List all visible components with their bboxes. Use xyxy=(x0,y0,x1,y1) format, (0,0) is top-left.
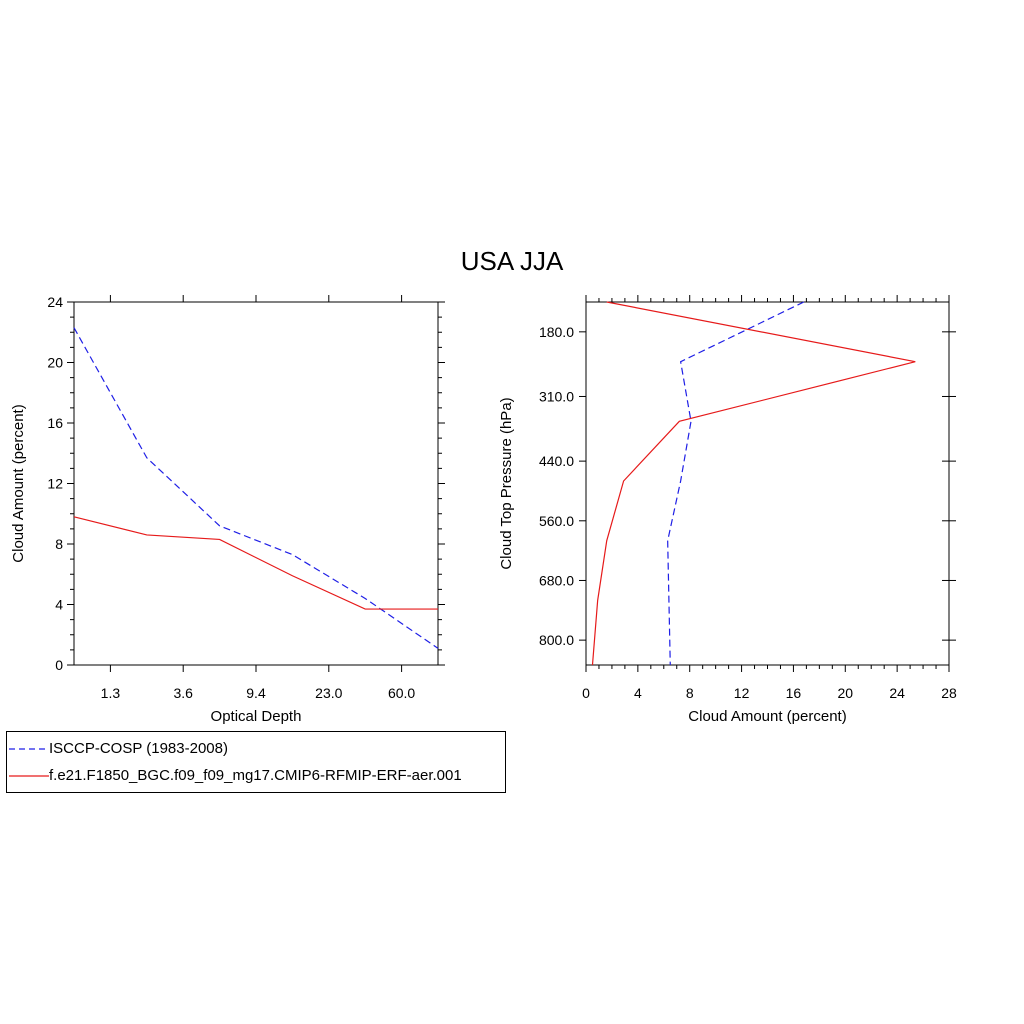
left-x-tick-label: 1.3 xyxy=(101,685,121,701)
left-series-obs-line xyxy=(73,327,439,649)
left-x-axis-label: Optical Depth xyxy=(211,708,302,725)
left-y-tick-label: 24 xyxy=(47,294,63,310)
left-x-tick-label: 9.4 xyxy=(246,685,266,701)
right-x-tick-label: 4 xyxy=(634,685,642,701)
left-x-tick-label: 23.0 xyxy=(315,685,342,701)
left-y-tick-label: 4 xyxy=(55,597,63,613)
right-x-tick-label: 8 xyxy=(686,685,694,701)
left-series-model-line xyxy=(73,516,438,610)
left-y-tick-label: 20 xyxy=(47,355,63,371)
right-y-tick-label: 310.0 xyxy=(539,388,574,404)
right-plot-frame xyxy=(585,301,950,666)
legend-item-obs: ISCCP-COSP (1983-2008) xyxy=(7,738,505,760)
right-y-tick-label: 180.0 xyxy=(539,324,574,340)
right-x-axis-label: Cloud Amount (percent) xyxy=(688,708,846,725)
right-y-tick-label: 680.0 xyxy=(539,572,574,588)
left-y-tick-label: 12 xyxy=(47,476,63,492)
right-x-tick-label: 12 xyxy=(734,685,750,701)
right-x-tick-label: 24 xyxy=(889,685,905,701)
right-x-tick-label: 28 xyxy=(941,685,957,701)
right-y-tick-label: 440.0 xyxy=(539,453,574,469)
right-y-tick-label: 800.0 xyxy=(539,632,574,648)
right-series-model-line xyxy=(591,301,916,666)
right-y-axis-label: Cloud Top Pressure (hPa) xyxy=(498,397,515,569)
left-y-tick-label: 0 xyxy=(55,657,63,673)
left-y-axis-label: Cloud Amount (percent) xyxy=(10,404,27,562)
legend: ISCCP-COSP (1983-2008) f.e21.F1850_BGC.f… xyxy=(6,731,506,793)
right-series-obs-line xyxy=(667,301,805,666)
right-x-tick-label: 0 xyxy=(582,685,590,701)
right-x-tick-label: 16 xyxy=(786,685,802,701)
left-x-tick-label: 60.0 xyxy=(388,685,415,701)
left-x-tick-label: 3.6 xyxy=(173,685,193,701)
legend-swatch-model xyxy=(9,775,49,777)
left-y-tick-label: 16 xyxy=(47,415,63,431)
legend-item-model: f.e21.F1850_BGC.f09_f09_mg17.CMIP6-RFMIP… xyxy=(7,765,505,787)
chart-title: USA JJA xyxy=(460,246,564,276)
legend-label-model: f.e21.F1850_BGC.f09_f09_mg17.CMIP6-RFMIP… xyxy=(49,767,462,784)
right-y-tick-label: 560.0 xyxy=(539,513,574,529)
left-y-tick-label: 8 xyxy=(55,536,63,552)
legend-label-obs: ISCCP-COSP (1983-2008) xyxy=(49,740,228,757)
right-x-tick-label: 20 xyxy=(837,685,853,701)
legend-swatch-obs xyxy=(9,748,49,750)
